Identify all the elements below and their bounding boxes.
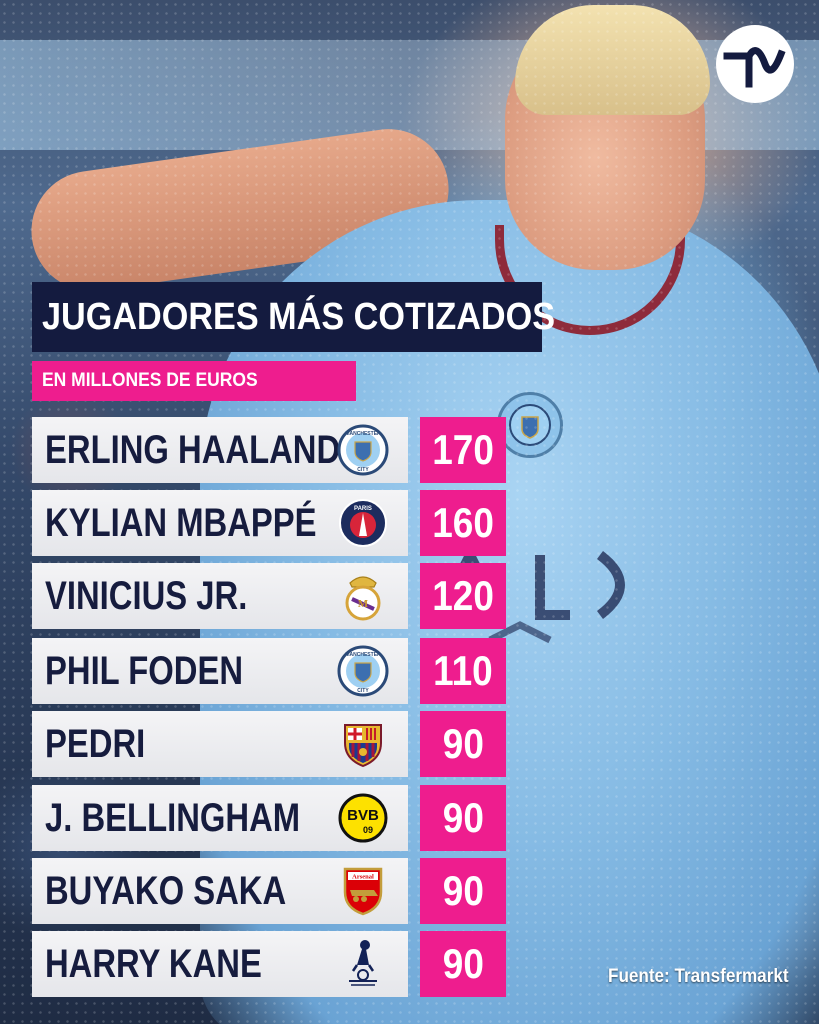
player-value-box: 90 xyxy=(420,711,506,777)
barcelona-crest-icon xyxy=(335,718,391,770)
player-name: HARRY KANE xyxy=(45,941,262,986)
player-row: ERLING HAALAND MANCHESTER CITY 170 xyxy=(32,417,507,483)
player-value: 170 xyxy=(432,426,494,473)
player-name: J. BELLINGHAM xyxy=(45,795,301,840)
tottenham-crest-icon xyxy=(335,938,391,990)
svg-text:BVB: BVB xyxy=(347,807,379,824)
player-value: 120 xyxy=(432,572,494,619)
player-value-box: 90 xyxy=(420,931,506,997)
arsenal-crest-icon: Arsenal xyxy=(335,865,391,917)
player-hair xyxy=(515,5,710,115)
player-value: 90 xyxy=(442,794,484,841)
player-row: J. BELLINGHAM BVB 09 90 xyxy=(32,785,507,851)
player-value-box: 90 xyxy=(420,785,506,851)
source-credit: Fuente: Transfermarkt xyxy=(608,966,789,987)
page-subtitle: EN MILLONES DE EUROS xyxy=(42,370,258,391)
player-row: PHIL FODEN MANCHESTER CITY 110 xyxy=(32,638,507,704)
title-banner: JUGADORES MÁS COTIZADOS xyxy=(32,282,555,352)
player-value: 90 xyxy=(442,867,484,914)
svg-text:CITY: CITY xyxy=(357,688,369,694)
player-value: 90 xyxy=(442,720,484,767)
svg-text:CITY: CITY xyxy=(357,467,369,473)
player-value-box: 120 xyxy=(420,563,506,629)
player-value-box: 90 xyxy=(420,858,506,924)
player-row: KYLIAN MBAPPÉ PARIS 160 xyxy=(32,490,507,556)
page-title: JUGADORES MÁS COTIZADOS xyxy=(42,295,556,338)
svg-text:MANCHESTER: MANCHESTER xyxy=(345,431,381,437)
player-row: BUYAKO SAKA Arsenal 90 xyxy=(32,858,507,924)
manchester-city-crest-icon: MANCHESTER CITY xyxy=(335,645,391,697)
svg-text:M: M xyxy=(358,598,369,610)
player-value: 110 xyxy=(433,647,493,694)
player-name-box: VINICIUS JR. xyxy=(32,563,408,629)
subtitle-banner: EN MILLONES DE EUROS xyxy=(32,361,356,401)
player-value-box: 160 xyxy=(420,490,506,556)
player-name: VINICIUS JR. xyxy=(45,573,248,618)
dortmund-crest-icon: BVB 09 xyxy=(335,792,391,844)
player-value: 90 xyxy=(442,940,484,987)
player-name: ERLING HAALAND xyxy=(45,427,341,472)
manchester-city-crest-icon: MANCHESTER CITY xyxy=(335,424,391,476)
svg-text:MANCHESTER: MANCHESTER xyxy=(345,652,381,658)
player-name-box: ERLING HAALAND xyxy=(32,417,408,483)
player-row: VINICIUS JR. M 120 xyxy=(32,563,507,629)
svg-text:Arsenal: Arsenal xyxy=(352,874,374,881)
psg-crest-icon: PARIS xyxy=(335,497,391,549)
tn-logo-icon xyxy=(723,47,786,88)
player-name: BUYAKO SAKA xyxy=(45,868,287,913)
svg-text:09: 09 xyxy=(363,825,373,835)
player-name: PEDRI xyxy=(45,721,146,766)
player-value-box: 170 xyxy=(420,417,506,483)
player-name: PHIL FODEN xyxy=(45,648,244,693)
player-value: 160 xyxy=(432,499,494,546)
player-value-box: 110 xyxy=(420,638,506,704)
player-row: PEDRI 90 xyxy=(32,711,507,777)
svg-text:PARIS: PARIS xyxy=(354,506,372,512)
player-name-box: HARRY KANE xyxy=(32,931,408,997)
tn-logo xyxy=(716,25,794,103)
real-madrid-crest-icon: M xyxy=(335,570,391,622)
player-name: KYLIAN MBAPPÉ xyxy=(45,500,317,545)
player-row: HARRY KANE 90 xyxy=(32,931,507,997)
